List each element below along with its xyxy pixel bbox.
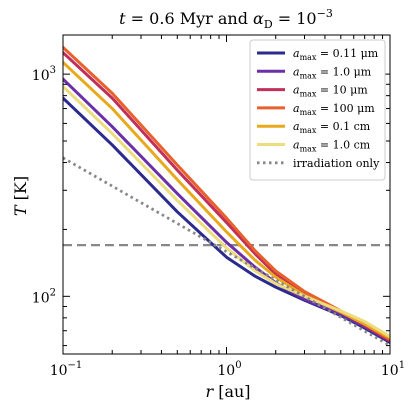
y-axis-label: T [K] — [11, 176, 30, 216]
legend-label-0: amax = 0.11 μm — [293, 47, 379, 62]
title-alpha-sub: D — [264, 18, 273, 31]
plot-data — [63, 45, 390, 347]
y-tick-label: 102 — [32, 287, 56, 306]
legend-label-3: amax = 100 μm — [293, 102, 375, 117]
series-line-4 — [63, 60, 390, 340]
legend: amax = 0.11 μm amax = 1.0 μm amax = 10 μm a… — [249, 39, 386, 181]
x-tick-label: 101 — [381, 360, 405, 379]
xlabel-symbol: r — [205, 382, 214, 401]
x-tick-label: 10−1 — [50, 360, 83, 379]
legend-label-2: amax = 10 μm — [293, 84, 368, 99]
title-t-symbol: t — [119, 9, 126, 28]
x-axis-label: r [au] — [205, 382, 250, 401]
tick-labels: 10−1 100 101 102 103 — [32, 65, 405, 379]
x-tick-label: 100 — [217, 360, 241, 379]
legend-label-6: irradiation only — [293, 157, 380, 170]
series-line-5 — [63, 84, 390, 338]
ticks — [62, 35, 391, 354]
title-alpha-exp: −3 — [317, 7, 333, 20]
ylabel-symbol: T — [11, 204, 30, 216]
legend-label-5: amax = 1.0 cm — [293, 139, 371, 154]
series-line-6 — [63, 156, 390, 347]
title-alpha-rest: = 10 — [273, 9, 317, 28]
title-t-rest: = 0.6 Myr and — [126, 9, 253, 28]
legend-label-1: amax = 1.0 μm — [293, 65, 372, 80]
xlabel-rest: [au] — [213, 382, 250, 401]
title-alpha-symbol: α — [253, 9, 264, 28]
y-tick-label: 103 — [32, 65, 56, 84]
legend-label-4: amax = 0.1 cm — [293, 120, 371, 135]
chart-title: t = 0.6 Myr and αD = 10−3 — [119, 7, 333, 31]
ylabel-rest: [K] — [11, 176, 30, 206]
